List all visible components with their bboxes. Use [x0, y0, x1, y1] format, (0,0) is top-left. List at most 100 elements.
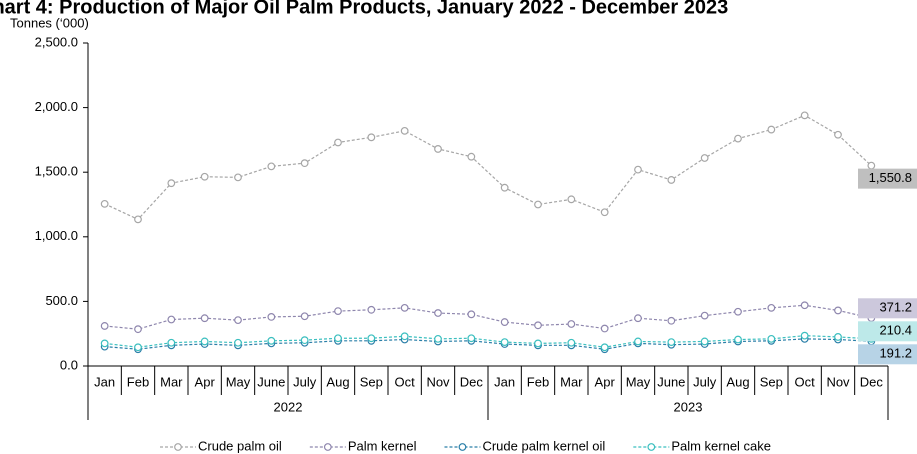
- point: [800, 331, 809, 340]
- y-tick-label: 500.0: [45, 293, 78, 308]
- data-label-text: 371.2: [879, 300, 912, 315]
- point: [500, 183, 509, 192]
- x-tick-label: Jan: [494, 374, 515, 389]
- data-label-bg: [858, 298, 917, 319]
- point: [300, 336, 309, 345]
- y-tick-label: 2,500.0: [35, 34, 78, 49]
- point: [234, 338, 242, 347]
- x-group-label: 2023: [674, 399, 703, 414]
- x-tick-label: Sep: [760, 374, 783, 389]
- legend-label: Crude palm kernel oil: [482, 438, 605, 453]
- point: [100, 339, 109, 348]
- point: [300, 159, 309, 168]
- point: [634, 314, 642, 323]
- data-label: 191.2: [858, 344, 917, 365]
- point: [567, 195, 576, 204]
- point: [800, 301, 809, 310]
- point: [334, 138, 342, 147]
- point: [467, 152, 476, 161]
- point: [267, 336, 276, 345]
- y-tick-label: 1,500.0: [35, 164, 78, 179]
- y-tick-label: 2,000.0: [35, 99, 78, 114]
- point: [434, 145, 442, 153]
- point: [300, 312, 309, 321]
- point: [267, 313, 276, 321]
- point: [567, 338, 576, 347]
- x-tick-label: June: [657, 374, 685, 389]
- series-line: [104, 304, 872, 330]
- point: [200, 314, 209, 323]
- point: [534, 321, 542, 330]
- data-label-text: 191.2: [879, 346, 912, 361]
- point: [634, 337, 642, 346]
- point: [100, 322, 109, 330]
- series-line: [104, 114, 872, 221]
- x-tick-label: Feb: [527, 374, 549, 389]
- data-label-bg: [858, 344, 917, 365]
- point: [367, 133, 376, 142]
- point: [600, 208, 609, 217]
- point: [534, 200, 542, 209]
- point: [200, 337, 209, 346]
- point: [367, 334, 376, 343]
- x-tick-label: June: [257, 374, 285, 389]
- point: [567, 320, 576, 328]
- point: [500, 338, 509, 346]
- legend-label: Palm kernel: [348, 438, 417, 453]
- y-tick-label: 0.0: [60, 357, 78, 372]
- y-tick-label: 1,000.0: [35, 228, 78, 243]
- point: [234, 316, 242, 325]
- point: [767, 334, 776, 343]
- x-tick-label: Apr: [195, 374, 216, 389]
- point: [400, 303, 409, 312]
- data-label-text: 1,550.8: [869, 170, 912, 185]
- x-tick-label: Nov: [826, 374, 850, 389]
- point: [434, 334, 442, 343]
- legend-label: Crude palm oil: [198, 438, 282, 453]
- x-tick-label: May: [226, 374, 251, 389]
- data-label: 371.2: [858, 298, 917, 319]
- point: [600, 343, 609, 352]
- point: [100, 199, 109, 208]
- data-label: 210.4: [858, 321, 917, 342]
- legend-label: Palm kernel cake: [671, 438, 771, 453]
- point: [700, 337, 709, 346]
- point: [667, 338, 676, 346]
- point: [434, 309, 442, 317]
- x-tick-label: Oct: [795, 374, 816, 389]
- point: [400, 332, 409, 341]
- series-line: [104, 335, 872, 348]
- x-tick-label: Mar: [160, 374, 183, 389]
- x-tick-label: Aug: [326, 374, 349, 389]
- x-tick-label: Feb: [127, 374, 149, 389]
- point: [400, 126, 409, 135]
- point: [600, 324, 609, 333]
- point: [800, 111, 809, 120]
- y-axis-label: Tonnes (‘000): [10, 15, 89, 30]
- point: [134, 325, 142, 334]
- point: [734, 307, 742, 316]
- x-tick-label: Apr: [595, 374, 616, 389]
- x-tick-label: Oct: [395, 374, 416, 389]
- point: [534, 339, 542, 348]
- x-tick-label: May: [626, 374, 651, 389]
- point: [467, 310, 476, 319]
- point: [867, 161, 876, 170]
- x-tick-label: Mar: [560, 374, 583, 389]
- legend-marker: [174, 443, 182, 451]
- point: [700, 154, 709, 162]
- x-tick-label: Dec: [860, 374, 884, 389]
- point: [667, 176, 676, 184]
- x-tick-label: Aug: [726, 374, 749, 389]
- point: [167, 315, 176, 324]
- point: [667, 316, 676, 325]
- point: [834, 333, 842, 341]
- point: [334, 307, 342, 315]
- x-tick-label: Nov: [426, 374, 450, 389]
- point: [200, 172, 209, 181]
- point: [167, 338, 176, 347]
- point: [234, 173, 242, 182]
- point: [367, 305, 376, 314]
- point: [134, 343, 142, 352]
- point: [167, 179, 176, 188]
